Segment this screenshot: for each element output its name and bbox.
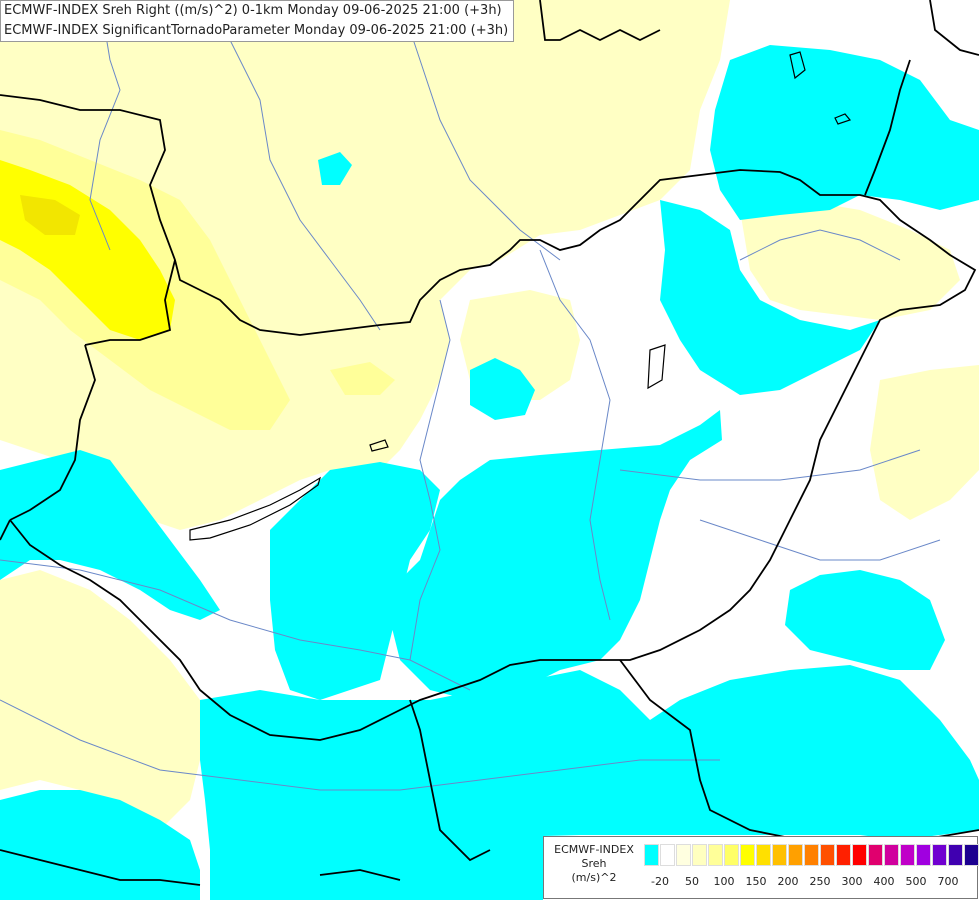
legend-swatch xyxy=(660,844,675,866)
legend-swatch xyxy=(932,844,947,866)
sreh-area-pale-yellow-southwest xyxy=(0,570,200,830)
legend-swatch xyxy=(724,844,739,866)
legend-unit: (m/s)^2 xyxy=(571,871,617,884)
legend-swatch xyxy=(740,844,755,866)
legend-swatch xyxy=(868,844,883,866)
sreh-area-light-yellow-small xyxy=(330,362,395,395)
river-lines xyxy=(0,0,941,791)
sreh-area-cyan-southwest xyxy=(0,790,200,900)
legend-tick-label: 50 xyxy=(685,875,699,888)
legend-source: ECMWF-INDEX xyxy=(554,843,634,856)
legend-tick-label: 300 xyxy=(841,875,863,888)
legend-swatch xyxy=(884,844,899,866)
sreh-area-cyan-blob-central xyxy=(470,358,535,420)
sreh-area-cyan-east xyxy=(660,200,880,395)
legend-swatch xyxy=(836,844,851,866)
legend-swatch xyxy=(852,844,867,866)
legend-swatch xyxy=(756,844,771,866)
sreh-area-cyan-northeast xyxy=(710,45,979,220)
sreh-area-cyan-southeast xyxy=(785,570,945,670)
map-title-line-2: ECMWF-INDEX SignificantTornadoParameter … xyxy=(4,23,509,38)
legend-swatches xyxy=(644,844,979,866)
legend-swatch xyxy=(820,844,835,866)
legend-swatch xyxy=(676,844,691,866)
legend-swatch xyxy=(900,844,915,866)
legend-tick-label: 500 xyxy=(905,875,927,888)
sreh-area-cyan-west xyxy=(270,462,440,700)
legend-variable: Sreh xyxy=(581,857,607,870)
map-title-line-1: ECMWF-INDEX Sreh Right ((m/s)^2) 0-1km M… xyxy=(4,3,502,18)
legend-swatch xyxy=(788,844,803,866)
legend-tick-label: 250 xyxy=(809,875,831,888)
legend-tick-label: 150 xyxy=(745,875,767,888)
sreh-area-cyan-south xyxy=(200,665,979,900)
legend-title: ECMWF-INDEX Sreh (m/s)^2 xyxy=(544,843,644,885)
lake-outlines xyxy=(189,51,852,541)
sreh-area-pale-yellow-far-east xyxy=(870,365,979,520)
legend-swatch xyxy=(916,844,931,866)
legend-swatch xyxy=(948,844,963,866)
color-legend: ECMWF-INDEX Sreh (m/s)^2 -20 50 100 150 200 2… xyxy=(543,836,979,899)
legend-swatch xyxy=(772,844,787,866)
legend-swatch xyxy=(644,844,659,866)
legend-swatch xyxy=(708,844,723,866)
legend-tick-labels: -20 50 100 150 200 250 300 400 500 700 xyxy=(644,875,974,889)
legend-swatch xyxy=(964,844,979,866)
sreh-area-cyan-main xyxy=(390,410,722,700)
legend-swatch xyxy=(692,844,707,866)
map-title-box: ECMWF-INDEX Sreh Right ((m/s)^2) 0-1km M… xyxy=(0,0,514,42)
legend-swatch xyxy=(804,844,819,866)
sreh-area-yellow-peak xyxy=(20,195,80,235)
legend-tick-label: -20 xyxy=(651,875,669,888)
legend-tick-label: 700 xyxy=(937,875,959,888)
legend-tick-label: 400 xyxy=(873,875,895,888)
sreh-area-cyan-blob-north xyxy=(318,152,352,185)
legend-tick-label: 200 xyxy=(777,875,799,888)
legend-tick-label: 100 xyxy=(713,875,735,888)
sreh-area-pale-yellow-east xyxy=(740,200,960,320)
